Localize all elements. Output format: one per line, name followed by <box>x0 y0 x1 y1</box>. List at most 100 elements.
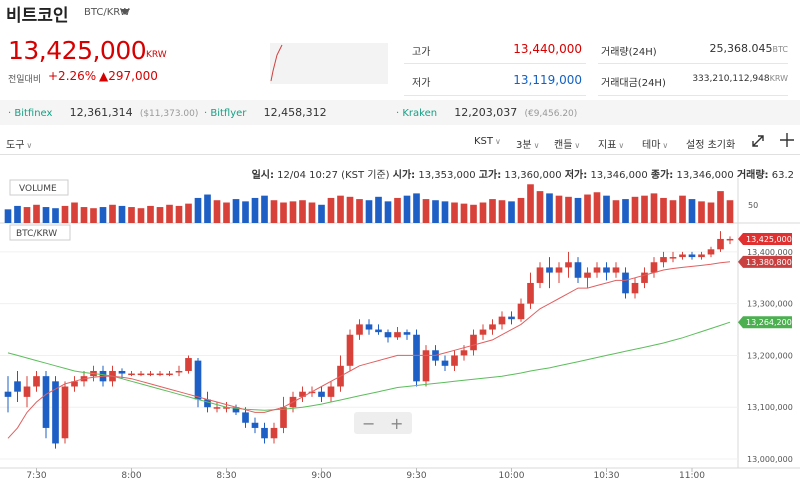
theme-menu[interactable]: 테마 ∨ <box>642 136 668 151</box>
amount-value: 333,210,112,948KRW <box>660 74 788 84</box>
zoom-in-button[interactable]: + <box>390 414 403 433</box>
candle-body <box>479 329 487 335</box>
candle-body <box>52 381 59 444</box>
volume-bar <box>90 208 97 223</box>
amount-number: 333,210,112,948 <box>692 74 770 84</box>
info-open-label: 시가: <box>392 170 416 181</box>
candle-body <box>128 373 135 376</box>
timezone-menu[interactable]: KST ∨ <box>474 136 501 147</box>
candle-body <box>441 360 449 366</box>
price-tick-label: 13,000,000 <box>747 455 793 464</box>
volume-bar <box>403 195 411 223</box>
exchange-item-kraken[interactable]: · Kraken 12,203,037 (€9,456.20) <box>396 106 577 119</box>
volume-bar <box>223 202 230 223</box>
volume-bar <box>42 207 50 223</box>
exchange-item-bitfinex[interactable]: · Bitfinex 12,361,314 ($11,373.00) <box>8 106 198 119</box>
time-tick-label: 9:00 <box>311 471 331 481</box>
price-tag-text: 13,425,000 <box>746 235 792 244</box>
exchange-name: · Kraken <box>396 108 438 119</box>
volume-bar <box>109 204 116 223</box>
candle-body <box>517 303 525 320</box>
candle-body <box>318 391 325 397</box>
candle-body <box>137 373 145 376</box>
ma-short-tag: 13,380,800 <box>738 255 792 268</box>
coin-title: 비트코인 <box>6 6 69 26</box>
candle-body <box>422 350 430 382</box>
price-tag-text: 13,264,200 <box>746 318 792 327</box>
exchange-price: 12,203,037 <box>454 106 518 119</box>
interval-menu[interactable]: 3분 ∨ <box>516 136 539 151</box>
candle-body <box>346 334 354 366</box>
price-tick-label: 13,100,000 <box>747 403 793 412</box>
info-low-label: 저가: <box>564 170 588 181</box>
time-tick-label: 11:00 <box>679 471 705 481</box>
indicators-menu[interactable]: 지표 ∨ <box>598 136 624 151</box>
candle-body <box>584 272 591 278</box>
volume-bar <box>669 200 677 223</box>
volume-bar <box>631 196 639 223</box>
volume-bar <box>356 199 363 223</box>
volume-bar <box>546 193 553 223</box>
candle-info-line: 일시: 12/04 10:27 (KST 기준) 시가: 13,353,000 … <box>252 166 794 181</box>
candlestick-chart[interactable]: 13,400,000 13,300,000 13,200,000 13,100,000… <box>0 178 800 481</box>
volume-bar <box>99 207 107 223</box>
candle-body <box>204 399 211 408</box>
chevron-down-icon: ∨ <box>26 141 33 150</box>
coin-select-caret-icon[interactable] <box>120 9 130 15</box>
candle-body <box>166 373 173 376</box>
zoom-out-button[interactable]: − <box>362 414 375 433</box>
candle-body <box>650 262 658 273</box>
timezone-label: KST <box>474 136 494 147</box>
candle-body <box>603 267 610 273</box>
candle-body <box>726 238 734 241</box>
volume-bar <box>23 207 31 223</box>
low-label: 저가 <box>412 78 431 89</box>
volume-bar <box>536 191 544 223</box>
volume-label-box: VOLUME <box>9 179 69 196</box>
reset-settings-button[interactable]: 설정 초기화 <box>686 140 736 151</box>
fullscreen-icon[interactable] <box>751 134 765 151</box>
exchange-name: · Bitflyer <box>204 108 247 119</box>
volume-bar <box>308 202 316 223</box>
volume-bar <box>622 199 629 223</box>
candle-body <box>375 329 382 333</box>
stat-divider <box>598 63 788 64</box>
candle-body <box>327 386 335 397</box>
interval-label: 3분 <box>516 140 532 151</box>
price-tag-bg <box>738 232 792 245</box>
chevron-down-icon: ∨ <box>662 141 669 150</box>
candle-body <box>213 407 221 409</box>
volume-label-frame <box>9 179 69 196</box>
volume-bar <box>508 201 515 223</box>
candle-body <box>175 370 183 373</box>
tools-menu[interactable]: 도구 ∨ <box>6 136 32 151</box>
candle-body <box>308 391 316 394</box>
volume-bar <box>470 204 477 223</box>
volume-bar <box>641 195 648 223</box>
candle-body <box>251 422 259 428</box>
candle-body <box>593 267 601 273</box>
volume-bar <box>679 195 686 223</box>
crosshair-icon-svg <box>780 133 794 147</box>
exchange-item-bitflyer[interactable]: · Bitflyer 12,458,312 <box>204 106 327 119</box>
exchange-name: · Bitfinex <box>8 108 53 119</box>
volume-bar <box>394 197 401 223</box>
moving-average-lines <box>7 261 731 439</box>
exchange-name-text: Bitfinex <box>14 108 53 119</box>
volume-bar <box>717 191 724 223</box>
chart-type-menu[interactable]: 캔들 ∨ <box>554 136 580 151</box>
volume-bar <box>242 201 249 223</box>
candle-body <box>71 381 78 387</box>
info-time-value: 12/04 10:27 (KST 기준) <box>277 170 390 181</box>
volume-bar <box>14 205 21 223</box>
candle-body <box>555 267 563 273</box>
crosshair-plus-icon[interactable] <box>780 133 794 150</box>
volume-bar <box>413 193 420 223</box>
volume-bar <box>80 207 88 223</box>
candle-body <box>261 427 268 439</box>
candle-body <box>631 282 639 294</box>
chevron-down-icon: ∨ <box>533 141 540 150</box>
info-volume-label: 거래량: <box>736 170 769 181</box>
price-tag-bg <box>738 255 792 268</box>
exchange-price: 12,361,314 <box>69 106 133 119</box>
